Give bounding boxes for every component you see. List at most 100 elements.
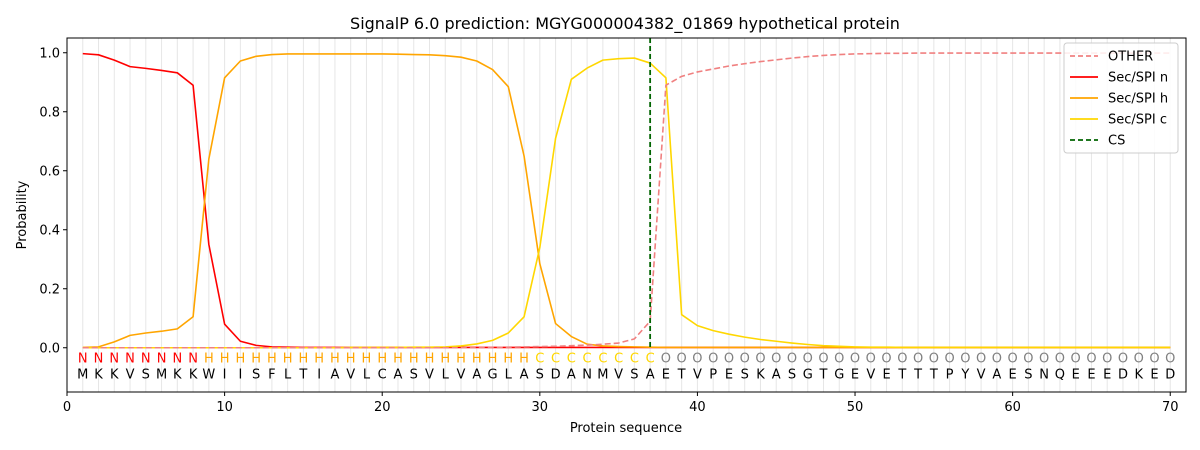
residue-letter: P [709, 368, 717, 383]
residue-letter: V [457, 368, 466, 383]
residue-letter: S [630, 368, 638, 383]
residue-letter: I [317, 368, 321, 383]
region-label: O [944, 352, 954, 367]
residue-letter: G [487, 368, 497, 383]
region-label: O [755, 352, 765, 367]
residue-letter: K [94, 368, 103, 383]
y-tick-label: 0.2 [39, 282, 60, 297]
chart-title: SignalP 6.0 prediction: MGYG000004382_01… [350, 14, 900, 34]
residue-letter: V [126, 368, 135, 383]
region-label: H [267, 352, 277, 367]
x-tick-label: 0 [63, 400, 71, 415]
residue-letter: S [142, 368, 150, 383]
region-label: H [393, 352, 403, 367]
residue-letter: A [992, 368, 1001, 383]
series-layer [82, 38, 1171, 349]
y-axis-ticks: 0.0 0.2 0.4 0.6 0.8 1.0 [39, 46, 67, 356]
region-label: O [992, 352, 1002, 367]
residue-letter: Q [1055, 368, 1065, 383]
x-tick-label: 20 [374, 400, 391, 415]
region-label: O [692, 352, 702, 367]
series-line-sec-spi-h [82, 53, 1171, 349]
region-label: H [472, 352, 482, 367]
region-label: N [172, 352, 182, 367]
residue-letter: S [410, 368, 418, 383]
region-label: O [661, 352, 671, 367]
x-tick-label: 30 [532, 400, 549, 415]
residue-letter: M [156, 368, 167, 383]
legend-label: Sec/SPI c [1108, 113, 1167, 128]
region-label: C [583, 352, 592, 367]
region-label: H [488, 352, 498, 367]
series-line-sec-spi-n [82, 52, 1171, 349]
region-label: O [913, 352, 923, 367]
residue-letter: V [693, 368, 702, 383]
y-tick-label: 1.0 [39, 46, 60, 61]
residue-letter: V [346, 368, 355, 383]
x-tick-label: 50 [847, 400, 864, 415]
region-label: H [204, 352, 214, 367]
residue-letter: P [946, 368, 954, 383]
region-label: H [314, 352, 324, 367]
x-grid [82, 38, 1171, 392]
residue-letter: S [788, 368, 796, 383]
residue-letter: E [851, 368, 859, 383]
y-tick-label: 0.0 [39, 341, 60, 356]
region-label: O [1118, 352, 1128, 367]
residue-letter: E [1072, 368, 1080, 383]
residue-letter: A [394, 368, 403, 383]
region-label: O [1165, 352, 1175, 367]
region-label: O [740, 352, 750, 367]
region-label: O [1102, 352, 1112, 367]
residue-letter: W [202, 368, 215, 383]
region-label: H [299, 352, 309, 367]
residue-letter: I [223, 368, 227, 383]
residue-letter: S [741, 368, 749, 383]
residue-letter: E [1087, 368, 1095, 383]
region-label: H [503, 352, 513, 367]
legend-label: OTHER [1108, 50, 1153, 65]
residue-letter: V [614, 368, 623, 383]
region-label: O [1039, 352, 1049, 367]
y-tick-label: 0.6 [39, 164, 60, 179]
region-label: N [125, 352, 135, 367]
residue-letter: E [882, 368, 890, 383]
region-label: H [409, 352, 419, 367]
residue-letter: T [897, 368, 906, 383]
residue-letter: E [725, 368, 733, 383]
residue-letter: V [866, 368, 875, 383]
residue-letter: V [425, 368, 434, 383]
residue-letter: L [442, 368, 450, 383]
region-label: H [456, 352, 466, 367]
residue-letter: K [1134, 368, 1143, 383]
residue-letter: N [582, 368, 592, 383]
residue-letter: A [646, 368, 655, 383]
x-tick-label: 60 [1004, 400, 1021, 415]
region-label: C [614, 352, 623, 367]
residue-letter: G [834, 368, 844, 383]
x-tick-label: 70 [1162, 400, 1179, 415]
region-label: N [188, 352, 198, 367]
region-label: H [440, 352, 450, 367]
residue-letter: A [772, 368, 781, 383]
region-label: O [787, 352, 797, 367]
x-tick-label: 40 [689, 400, 706, 415]
residue-letter: L [284, 368, 292, 383]
residue-letter: T [677, 368, 686, 383]
y-tick-label: 0.4 [39, 223, 60, 238]
residue-letter: K [110, 368, 119, 383]
region-label: O [677, 352, 687, 367]
residue-letter: E [1009, 368, 1017, 383]
residue-letter: I [238, 368, 242, 383]
legend-box [1063, 42, 1179, 154]
residue-letter: A [567, 368, 576, 383]
x-tick-label: 10 [216, 400, 233, 415]
legend-label: Sec/SPI h [1108, 92, 1168, 107]
region-label: N [157, 352, 167, 367]
plot-frame [66, 37, 1187, 393]
series-line-other [82, 52, 1171, 349]
region-label: H [377, 352, 387, 367]
residue-letter: L [363, 368, 371, 383]
region-label: H [362, 352, 372, 367]
region-label: C [630, 352, 639, 367]
